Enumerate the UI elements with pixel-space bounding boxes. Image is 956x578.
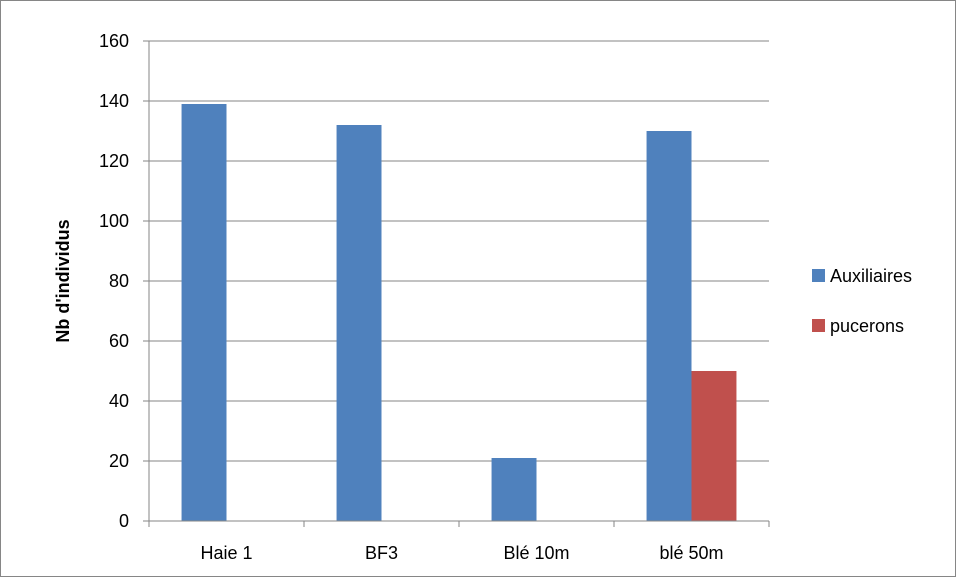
bar-auxiliaires-1 (336, 125, 382, 521)
y-tick-label-120: 120 (99, 151, 129, 171)
bars (181, 104, 737, 521)
y-tick-labels: 0 20 40 60 80 100 120 140 160 (99, 31, 129, 531)
legend-label-pucerons: pucerons (830, 316, 904, 336)
bar-auxiliaires-2 (491, 458, 537, 521)
y-tick-label-160: 160 (99, 31, 129, 51)
legend-swatch-auxiliaires (812, 269, 825, 282)
y-tick-label-60: 60 (109, 331, 129, 351)
y-tick-label-40: 40 (109, 391, 129, 411)
x-tick-label-0: Haie 1 (200, 543, 252, 563)
legend-label-auxiliaires: Auxiliaires (830, 266, 912, 286)
x-tick-label-2: Blé 10m (503, 543, 569, 563)
y-tick-label-80: 80 (109, 271, 129, 291)
gridlines (149, 40, 769, 462)
legend-swatch-pucerons (812, 319, 825, 332)
y-tick-label-100: 100 (99, 211, 129, 231)
bar-pucerons-3 (691, 371, 737, 521)
y-tick-label-20: 20 (109, 451, 129, 471)
bar-auxiliaires-3 (646, 131, 692, 521)
bar-auxiliaires-0 (181, 104, 227, 521)
x-tick-label-1: BF3 (365, 543, 398, 563)
legend: Auxiliaires pucerons (812, 266, 912, 336)
x-tick-labels: Haie 1 BF3 Blé 10m blé 50m (200, 543, 723, 563)
y-axis-title: Nb d'individus (53, 219, 73, 342)
y-tick-label-0: 0 (119, 511, 129, 531)
axes (143, 40, 770, 527)
x-tick-label-3: blé 50m (659, 543, 723, 563)
y-tick-label-140: 140 (99, 91, 129, 111)
